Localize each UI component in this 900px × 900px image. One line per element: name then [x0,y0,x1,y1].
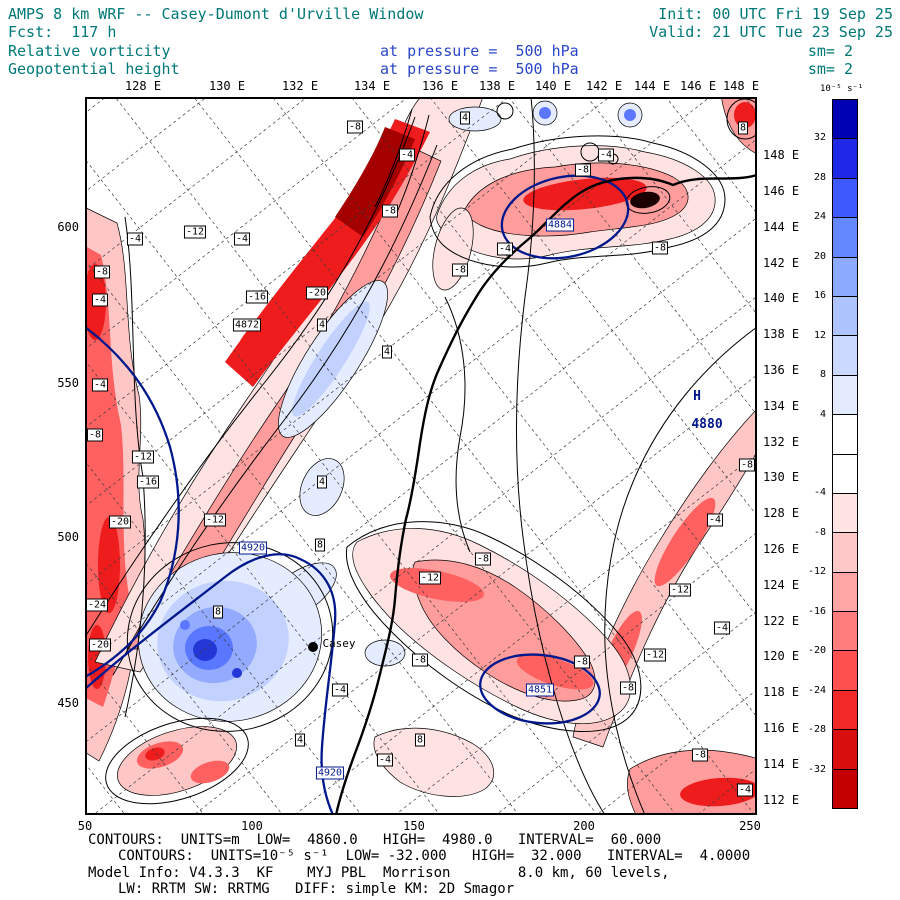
x-axis-label-top: 146 E [679,79,717,93]
model-info: Model Info: V4.3.3 KF MYJ PBL Morrison 8… [88,865,670,881]
y-axis-label-left: 450 [57,696,79,710]
valid-time: Valid: 21 UTC Tue 23 Sep 25 [649,23,893,41]
y-axis-label-right: 146 E [763,184,800,198]
page-title: AMPS 8 km WRF -- Casey-Dumont d'Urville … [8,5,424,23]
height-contours [85,97,757,815]
y-axis-label-right: 132 E [763,435,800,449]
colorbar-segment [833,651,857,691]
x-axis-label-top: 144 E [633,79,671,93]
x-axis-label-bottom: 100 [241,819,263,833]
colorbar-tick: 32 [813,132,826,144]
y-axis-label-right: 136 E [763,363,800,377]
y-axis-label-left: 500 [57,530,79,544]
x-axis-label-top: 132 E [281,79,319,93]
colorbar-segment [833,178,857,219]
y-axis-label-right: 118 E [763,685,800,699]
colorbar-tick: 16 [813,290,826,302]
colorbar-tick: -28 [807,724,826,736]
colorbar-tick: -32 [807,763,826,775]
y-axis-label-right: 120 E [763,649,800,663]
colorbar [832,99,858,809]
x-axis-label-top: 134 E [353,79,391,93]
field1-name: Relative vorticity [8,42,171,60]
colorbar-segment [833,375,857,416]
y-axis-label-right: 128 E [763,506,800,520]
x-axis-label-top: 136 E [421,79,459,93]
colorbar-tick: -4 [813,487,826,499]
colorbar-segment [833,572,857,613]
y-axis-label-right: 144 E [763,220,800,234]
x-axis-label-top: 140 E [534,79,572,93]
colorbar-segment [833,336,857,376]
field1-level: at pressure = 500 hPa [380,42,579,60]
colorbar-segment [833,100,857,140]
y-axis-label-right: 142 E [763,256,800,270]
field2-level: at pressure = 500 hPa [380,60,579,78]
y-axis-label-right: 134 E [763,399,800,413]
x-axis-label-top: 142 E [585,79,623,93]
thick-navy-contours [85,174,630,815]
colorbar-tick: 8 [819,369,826,381]
positive-vorticity-fill [137,100,643,722]
colorbar-units-label: 10⁻⁵ s⁻¹ [820,84,864,94]
colorbar-segment [833,218,857,258]
colorbar-segment [833,454,857,494]
x-axis-label-bottom: 200 [573,819,595,833]
colorbar-segment [833,415,857,455]
colorbar-segment [833,493,857,534]
x-axis-label-top: 138 E [478,79,516,93]
init-time: Init: 00 UTC Fri 19 Sep 25 [658,5,893,23]
colorbar-segment [833,769,857,809]
colorbar-segment [833,533,857,573]
y-axis-label-right: 130 E [763,470,800,484]
colorbar-tick: 4 [819,408,826,420]
casey-station-dot [308,642,318,652]
colorbar-tick: -8 [813,526,826,538]
colorbar-tick: 28 [813,171,826,183]
colorbar-tick: -12 [807,566,826,578]
colorbar-segment [833,139,857,179]
x-axis-label-bottom: 150 [403,819,425,833]
field2-name: Geopotential height [8,60,180,78]
y-axis-label-right: 116 E [763,721,800,735]
colorbar-tick: -24 [807,684,826,696]
x-axis-label-bottom: 50 [77,819,93,833]
coastline [334,173,757,815]
y-axis-label-right: 140 E [763,291,800,305]
y-axis-label-right: 122 E [763,614,800,628]
colorbar-segment [833,612,857,652]
physics-info: LW: RRTM SW: RRTMG DIFF: simple KM: 2D S… [118,881,515,897]
colorbar-segment [833,690,857,731]
y-axis-label-left: 600 [57,220,79,234]
field2-smoothing: sm= 2 [807,60,853,78]
colorbar-tick: -16 [807,605,826,617]
y-axis-label-right: 138 E [763,327,800,341]
map-plot [85,97,757,815]
map-frame [85,97,757,815]
y-axis-label-right: 148 E [763,148,800,162]
x-axis-label-top: 128 E [124,79,162,93]
y-axis-label-right: 124 E [763,578,800,592]
colorbar-tick: 24 [813,211,826,223]
x-axis-label-top: 148 E [722,79,760,93]
y-axis-label-left: 550 [57,376,79,390]
y-axis-label-right: 126 E [763,542,800,556]
colorbar-tick: -20 [807,645,826,657]
colorbar-tick: 20 [813,250,826,262]
colorbar-segment [833,296,857,337]
colorbar-segment [833,257,857,297]
contour-info-vorticity: CONTOURS: UNITS=10⁻⁵ s⁻¹ LOW= -32.000 HI… [118,848,751,864]
y-axis-label-right: 112 E [763,793,800,807]
colorbar-tick: 12 [813,329,826,341]
x-axis-label-bottom: 250 [739,819,761,833]
colorbar-segment [833,730,857,770]
y-axis-label-right: 114 E [763,757,800,771]
contour-info-height: CONTOURS: UNITS=m LOW= 4860.0 HIGH= 4980… [88,832,662,848]
field1-smoothing: sm= 2 [807,42,853,60]
x-axis-label-top: 130 E [208,79,246,93]
forecast-hour: Fcst: 117 h [8,23,117,41]
